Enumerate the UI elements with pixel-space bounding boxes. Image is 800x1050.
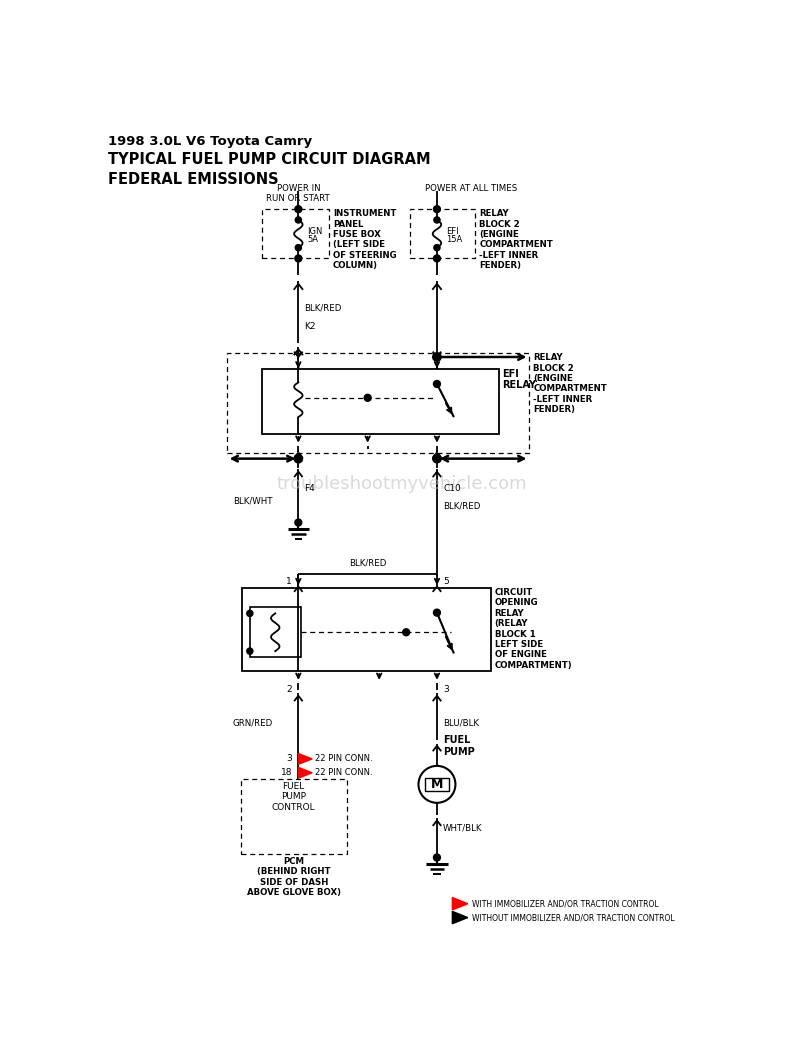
Circle shape	[433, 353, 441, 361]
Text: TYPICAL FUEL PUMP CIRCUIT DIAGRAM: TYPICAL FUEL PUMP CIRCUIT DIAGRAM	[108, 152, 430, 167]
Text: 22 PIN CONN.: 22 PIN CONN.	[315, 755, 373, 763]
Circle shape	[434, 380, 441, 387]
Text: 3: 3	[286, 755, 292, 763]
Text: 15A: 15A	[446, 235, 462, 245]
Text: K2: K2	[305, 321, 316, 331]
Circle shape	[246, 648, 253, 654]
Text: BLK/RED: BLK/RED	[305, 304, 342, 313]
Text: BLK/WHT: BLK/WHT	[233, 497, 272, 505]
Bar	[262, 369, 498, 434]
Text: FUEL
PUMP: FUEL PUMP	[443, 735, 475, 757]
Text: IGN: IGN	[307, 227, 323, 236]
Circle shape	[434, 609, 441, 616]
Text: F4: F4	[305, 484, 315, 493]
Circle shape	[295, 519, 302, 526]
Circle shape	[434, 206, 441, 212]
Circle shape	[295, 206, 302, 212]
Polygon shape	[298, 768, 312, 778]
Text: 22 PIN CONN.: 22 PIN CONN.	[315, 769, 373, 777]
Text: GRN/RED: GRN/RED	[233, 718, 273, 728]
Text: EFI: EFI	[446, 227, 459, 236]
Circle shape	[434, 255, 441, 261]
Text: WHT/BLK: WHT/BLK	[443, 824, 482, 833]
Text: FUEL
PUMP
CONTROL: FUEL PUMP CONTROL	[272, 782, 315, 812]
Circle shape	[434, 245, 440, 251]
Text: INSTRUMENT
PANEL
FUSE BOX
(LEFT SIDE
OF STEERING
COLUMN): INSTRUMENT PANEL FUSE BOX (LEFT SIDE OF …	[333, 209, 397, 270]
Bar	[250, 607, 301, 657]
Text: EFI
RELAY: EFI RELAY	[502, 369, 537, 391]
Circle shape	[434, 217, 440, 223]
Bar	[426, 778, 449, 791]
Bar	[410, 209, 475, 258]
Circle shape	[434, 854, 441, 861]
Text: PCM
(BEHIND RIGHT
SIDE OF DASH
ABOVE GLOVE BOX): PCM (BEHIND RIGHT SIDE OF DASH ABOVE GLO…	[246, 857, 341, 897]
Bar	[226, 353, 530, 454]
Text: WITH IMMOBILIZER AND/OR TRACTION CONTROL: WITH IMMOBILIZER AND/OR TRACTION CONTROL	[472, 899, 658, 908]
Text: FEDERAL EMISSIONS: FEDERAL EMISSIONS	[108, 172, 278, 187]
Text: 5: 5	[443, 578, 449, 586]
Text: 18: 18	[281, 769, 292, 777]
Bar	[262, 209, 329, 258]
Text: RELAY
BLOCK 2
(ENGINE
COMPARTMENT
-LEFT INNER
FENDER): RELAY BLOCK 2 (ENGINE COMPARTMENT -LEFT …	[534, 353, 607, 414]
Text: 2: 2	[286, 686, 292, 694]
Polygon shape	[298, 754, 312, 764]
Bar	[242, 588, 491, 671]
Text: CIRCUIT
OPENING
RELAY
(RELAY
BLOCK 1
LEFT SIDE
OF ENGINE
COMPARTMENT): CIRCUIT OPENING RELAY (RELAY BLOCK 1 LEF…	[494, 588, 572, 670]
Text: WITHOUT IMMOBILIZER AND/OR TRACTION CONTROL: WITHOUT IMMOBILIZER AND/OR TRACTION CONT…	[472, 914, 674, 922]
Circle shape	[402, 629, 410, 635]
Text: POWER AT ALL TIMES: POWER AT ALL TIMES	[426, 184, 518, 193]
Text: 1: 1	[286, 578, 292, 586]
Circle shape	[295, 255, 302, 261]
Circle shape	[364, 395, 371, 401]
Text: 5A: 5A	[307, 235, 318, 245]
Text: BLK/RED: BLK/RED	[349, 559, 386, 568]
Polygon shape	[452, 911, 468, 924]
Text: 3: 3	[443, 686, 449, 694]
Text: 1998 3.0L V6 Toyota Camry: 1998 3.0L V6 Toyota Camry	[108, 135, 312, 148]
Text: M: M	[430, 778, 443, 791]
Text: BLK/RED: BLK/RED	[443, 502, 481, 511]
Text: troubleshootmyvehicle.com: troubleshootmyvehicle.com	[277, 475, 528, 494]
Circle shape	[295, 245, 302, 251]
Text: POWER IN
RUN OR START: POWER IN RUN OR START	[266, 184, 330, 203]
Circle shape	[433, 455, 441, 463]
Text: RELAY
BLOCK 2
(ENGINE
COMPARTMENT
-LEFT INNER
FENDER): RELAY BLOCK 2 (ENGINE COMPARTMENT -LEFT …	[479, 209, 553, 270]
Text: BLU/BLK: BLU/BLK	[443, 718, 479, 728]
Circle shape	[246, 610, 253, 616]
Text: C10: C10	[443, 484, 461, 493]
Circle shape	[294, 455, 302, 463]
Circle shape	[295, 217, 302, 223]
Polygon shape	[452, 898, 468, 910]
Bar	[241, 779, 347, 854]
